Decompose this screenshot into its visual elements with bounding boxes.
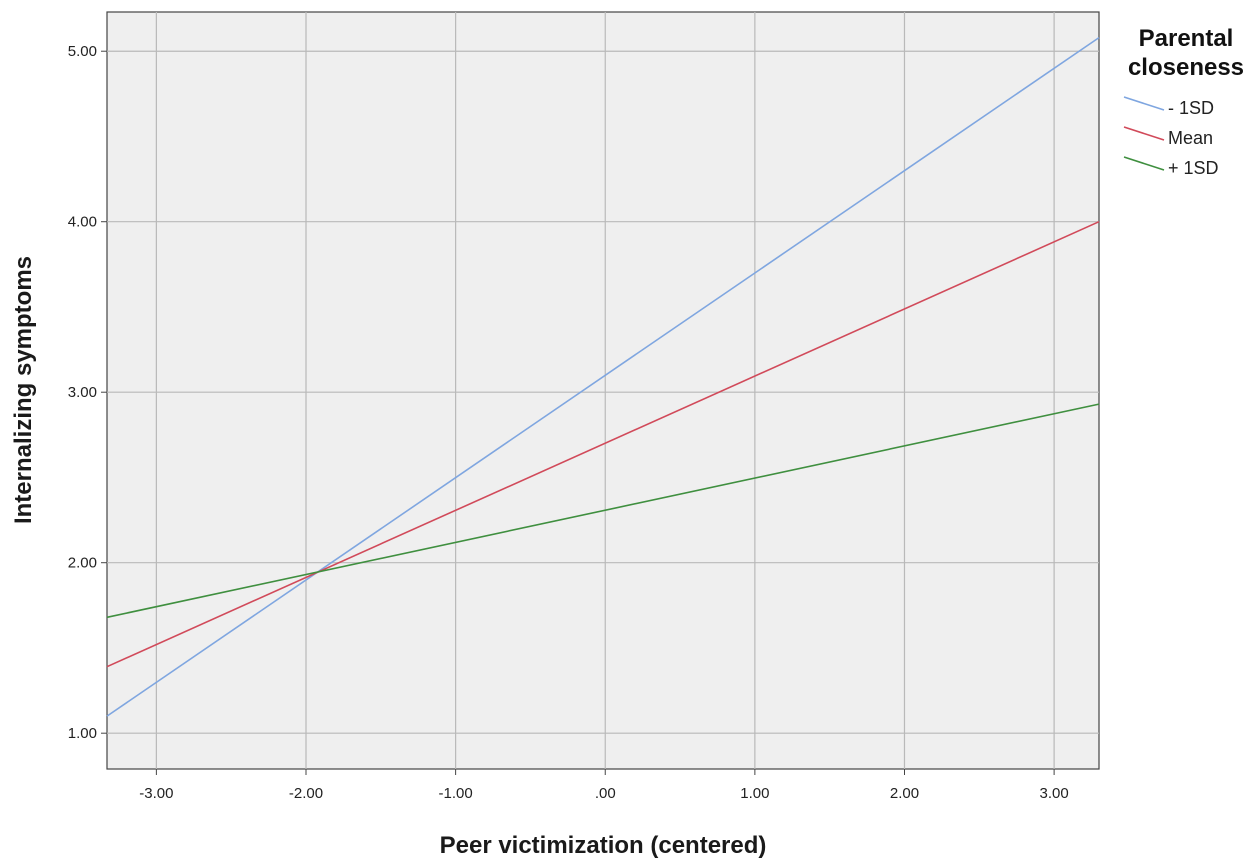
x-tick-label: -3.00 [139, 785, 173, 802]
legend-items: - 1SD Mean + 1SD [1123, 96, 1219, 178]
series-lines [106, 36, 1100, 717]
legend-label: - 1SD [1168, 98, 1214, 118]
series-line-0 [106, 36, 1100, 717]
x-tick-label: -2.00 [289, 785, 323, 802]
x-tick-label: 2.00 [890, 785, 919, 802]
y-tick-label: 1.00 [68, 725, 97, 742]
gridlines [107, 12, 1099, 769]
legend-title-line-1: Parental [1139, 25, 1234, 52]
series-line-1 [106, 220, 1100, 668]
x-tick-label: 3.00 [1040, 785, 1069, 802]
x-tick-label: 1.00 [740, 785, 769, 802]
x-tick-label: -1.00 [439, 785, 473, 802]
y-tick-label: 2.00 [68, 555, 97, 572]
legend-swatch [1123, 96, 1165, 111]
legend: Parental closeness - 1SD Mean + 1SD [1100, 13, 1255, 200]
x-tick-label: .00 [595, 785, 616, 802]
legend-background [1100, 13, 1255, 200]
legend-swatch [1123, 126, 1165, 141]
y-tick-label: 4.00 [68, 214, 97, 231]
x-axis-title: Peer victimization (centered) [440, 832, 767, 859]
x-axis-ticks: -3.00 -2.00 -1.00 .00 1.00 2.00 3.00 [139, 769, 1069, 802]
y-tick-label: 5.00 [68, 43, 97, 60]
y-axis-title: Internalizing symptoms [10, 256, 37, 524]
plot-area [106, 11, 1100, 770]
legend-swatch [1123, 156, 1165, 171]
legend-label: + 1SD [1168, 158, 1219, 178]
y-tick-label: 3.00 [68, 384, 97, 401]
legend-title-line-2: closeness [1128, 54, 1244, 81]
y-axis-ticks: 1.00 2.00 3.00 4.00 5.00 [68, 43, 107, 742]
series-line-2 [106, 403, 1100, 619]
legend-label: Mean [1168, 128, 1213, 148]
